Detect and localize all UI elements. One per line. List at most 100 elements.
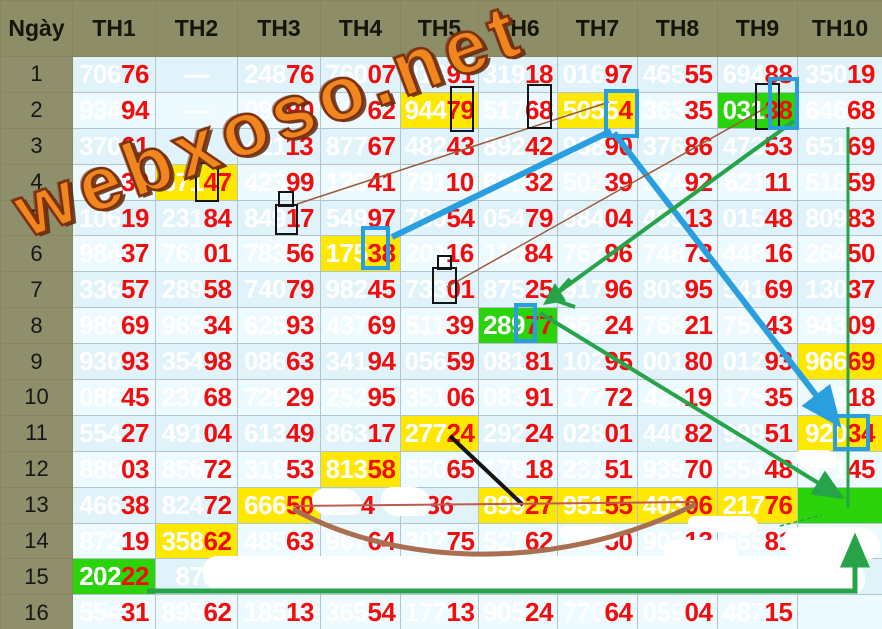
number-cell: — xyxy=(155,127,238,165)
pale-digits: 012 xyxy=(722,346,765,377)
pale-digits: 989 xyxy=(79,310,121,341)
pale-digits: 849 xyxy=(244,202,286,233)
red-digits: 13 xyxy=(684,202,713,233)
number-cell: 87767 xyxy=(320,127,401,165)
column-header: TH6 xyxy=(478,0,558,57)
red-digits: 88 xyxy=(764,58,793,89)
number-cell: 37686 xyxy=(637,127,718,165)
red-digits: 41 xyxy=(367,166,396,197)
number-cell: 81691 xyxy=(400,56,479,93)
number-cell: 01293 xyxy=(717,343,798,381)
pale-digits: 307 xyxy=(404,525,447,556)
row-label: 4 xyxy=(0,163,73,201)
pale-digits: 943 xyxy=(805,310,847,341)
pale-digits: 421 xyxy=(643,381,684,412)
pale-digits: 944 xyxy=(404,94,447,125)
number-cell: 09390 xyxy=(237,91,321,129)
number-cell: 91796 xyxy=(557,271,638,309)
pale-digits: 487 xyxy=(722,597,765,628)
red-digits: 19 xyxy=(846,58,875,89)
pale-digits: 934 xyxy=(79,94,121,125)
pale-digits: 319 xyxy=(483,58,525,89)
pale-digits: 905 xyxy=(483,597,525,628)
pale-digits: 517 xyxy=(483,94,525,125)
pale-digits: 625 xyxy=(244,310,286,341)
red-digits: 62 xyxy=(524,525,553,556)
number-cell: 66224 xyxy=(557,307,638,345)
red-digits: 84 xyxy=(203,202,232,233)
red-digits: 93 xyxy=(120,346,149,377)
date-column-header: Ngày xyxy=(0,0,73,57)
number-cell: 49104 xyxy=(155,414,238,452)
red-digits: 75 xyxy=(446,525,475,556)
number-cell: 96890 xyxy=(557,127,638,165)
number-cell: 99951 xyxy=(717,414,798,452)
number-cell: 55431 xyxy=(72,594,156,629)
red-digits: 19 xyxy=(120,525,149,556)
number-cell: 72929 xyxy=(237,379,321,416)
row-label: 10 xyxy=(0,379,73,416)
red-digits: 24 xyxy=(524,417,553,448)
row-label: 14 xyxy=(0,522,73,560)
red-digits: 97 xyxy=(604,58,633,89)
number-cell: 17713 xyxy=(400,594,479,629)
pale-digits: 365 xyxy=(325,597,368,628)
red-digits: 79 xyxy=(524,202,553,233)
red-digits: 45 xyxy=(367,274,396,305)
pale-digits: 231 xyxy=(562,453,605,484)
pale-digits: 733 xyxy=(404,274,447,305)
red-digits: 38 xyxy=(764,94,793,125)
pale-digits: 694 xyxy=(722,58,765,89)
number-cell: 01697 xyxy=(557,56,638,93)
red-digits: 95 xyxy=(367,381,396,412)
number-cell: 75743 xyxy=(717,307,798,345)
pale-digits: 613 xyxy=(244,417,286,448)
pale-digits: 177 xyxy=(404,597,447,628)
number-cell: 55448 xyxy=(717,450,798,488)
table-row: 11 55427 49104 61349 86317 27724 29224 02801 440… xyxy=(0,414,882,452)
column-header: TH4 xyxy=(320,0,401,57)
pale-digits: — xyxy=(183,58,210,89)
red-digits: 24 xyxy=(604,310,633,341)
pale-digits: 185 xyxy=(244,597,286,628)
number-cell: 10295 xyxy=(557,343,638,381)
pale-digits: 549 xyxy=(325,202,368,233)
number-cell: 47353 xyxy=(717,127,798,165)
table-row: 5 10619 23184 84917 54997 78054 05479 68404 4951… xyxy=(0,199,882,237)
red-digits: 96 xyxy=(604,238,633,269)
table-row: 10 08845 23768 72929 25295 35106 08391 17772 421… xyxy=(0,379,882,416)
eraser-smudge xyxy=(795,450,837,468)
number-cell xyxy=(797,594,882,629)
number-cell: 36335 xyxy=(637,91,718,129)
number-cell: 93494 xyxy=(72,91,156,129)
number-cell: 80983 xyxy=(797,199,882,237)
pale-digits: 803 xyxy=(642,274,685,305)
red-digits: 21 xyxy=(684,310,713,341)
number-cell: 36554 xyxy=(320,594,401,629)
pale-digits: 671 xyxy=(161,166,204,197)
table-row: 7 33657 28958 74079 98245 73301 87525 91796 8039… xyxy=(0,271,882,309)
red-digits: 51 xyxy=(764,417,793,448)
pale-digits: 757 xyxy=(722,310,765,341)
red-digits: 99 xyxy=(285,166,314,197)
pale-digits: 437 xyxy=(325,310,368,341)
red-digits: 62 xyxy=(203,597,232,628)
pale-digits: 015 xyxy=(722,202,765,233)
pale-digits: 482 xyxy=(404,130,447,161)
red-digits: 79 xyxy=(446,94,475,125)
red-digits: 56 xyxy=(285,238,314,269)
number-cell: 35019 xyxy=(797,56,882,93)
number-cell: 37061 xyxy=(72,127,156,165)
column-header: TH9 xyxy=(717,0,798,57)
red-digits: 4 xyxy=(618,94,633,125)
number-cell: 54169 xyxy=(717,271,798,309)
number-cell: 74079 xyxy=(237,271,321,309)
number-cell: 96669 xyxy=(797,343,882,381)
number-cell: 55065 xyxy=(400,450,479,488)
number-cell xyxy=(797,486,882,524)
eraser-smudge xyxy=(203,556,865,593)
pale-digits: 350 xyxy=(805,58,847,89)
pale-digits: 115 xyxy=(483,238,525,269)
pale-digits: 760 xyxy=(325,58,368,89)
number-cell: 50239 xyxy=(557,163,638,201)
